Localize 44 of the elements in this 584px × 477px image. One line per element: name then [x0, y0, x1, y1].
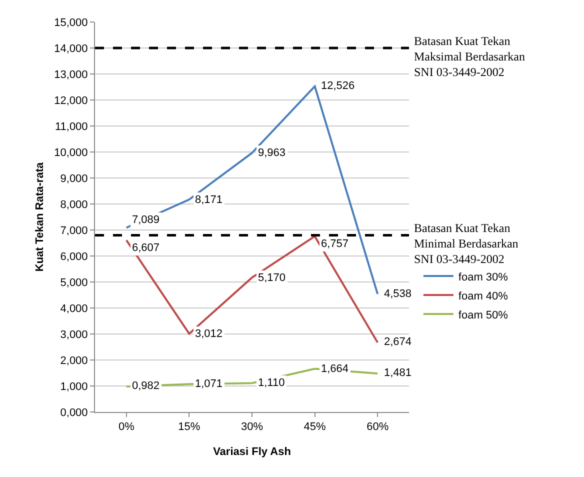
legend-label: foam 50%: [458, 309, 508, 322]
data-label: 3,012: [195, 328, 223, 340]
data-label: 1,481: [384, 367, 412, 379]
legend-label: foam 30%: [458, 271, 508, 284]
data-label: 7,089: [132, 214, 160, 226]
y-tick-label: 6,000: [60, 250, 88, 263]
y-tick-label: 13,000: [54, 68, 88, 81]
legend-label: foam 40%: [458, 290, 508, 302]
y-tick-label: 5,000: [60, 276, 88, 289]
y-tick-label: 0,000: [60, 406, 88, 419]
y-tick-label: 10,000: [54, 146, 88, 159]
data-label: 0,982: [132, 380, 160, 392]
y-tick-label: 8,000: [60, 198, 88, 211]
data-label: 1,071: [195, 378, 223, 390]
y-tick-label: 11,000: [54, 120, 88, 133]
x-tick-label: 60%: [366, 421, 389, 434]
y-tick-label: 1,000: [60, 380, 88, 393]
x-tick-label: 30%: [240, 421, 264, 434]
y-tick-label: 2,000: [60, 354, 88, 367]
y-tick-label: 3,000: [60, 328, 88, 341]
y-tick-label: 15,000: [54, 16, 88, 29]
data-label: 5,170: [258, 272, 286, 284]
y-tick-label: 4,000: [60, 302, 88, 315]
line-series: [125, 235, 379, 344]
ref-line-label: Batasan Kuat Tekan Minimal Berdasarkan SNI 03-3449-2002: [414, 221, 518, 266]
y-tick-label: 14,000: [54, 42, 88, 55]
x-tick-label: 0%: [118, 421, 135, 434]
data-label: 4,538: [384, 288, 412, 300]
data-label: 2,674: [384, 336, 412, 348]
ref-line-label: Batasan Kuat Tekan Maksimal Berdasarkan SNI 03-3449-2002: [414, 34, 525, 80]
x-tick-label: 45%: [304, 421, 326, 434]
y-tick-label: 7,000: [60, 224, 88, 237]
data-label: 8,171: [195, 194, 223, 206]
x-axis-title: Variasi Fly Ash: [213, 446, 292, 458]
data-label: 1,110: [258, 377, 285, 389]
y-tick-label: 12,000: [54, 94, 88, 107]
data-label: 9,963: [258, 147, 286, 159]
x-tick-label: 15%: [178, 421, 200, 434]
y-axis-title: Kuat Tekan Rata-rata: [34, 162, 46, 272]
data-label: 1,664: [321, 363, 349, 375]
data-label: 6,607: [132, 242, 160, 254]
data-label: 6,757: [321, 238, 349, 250]
y-tick-label: 9,000: [60, 172, 88, 185]
data-label: 12,526: [321, 80, 355, 92]
